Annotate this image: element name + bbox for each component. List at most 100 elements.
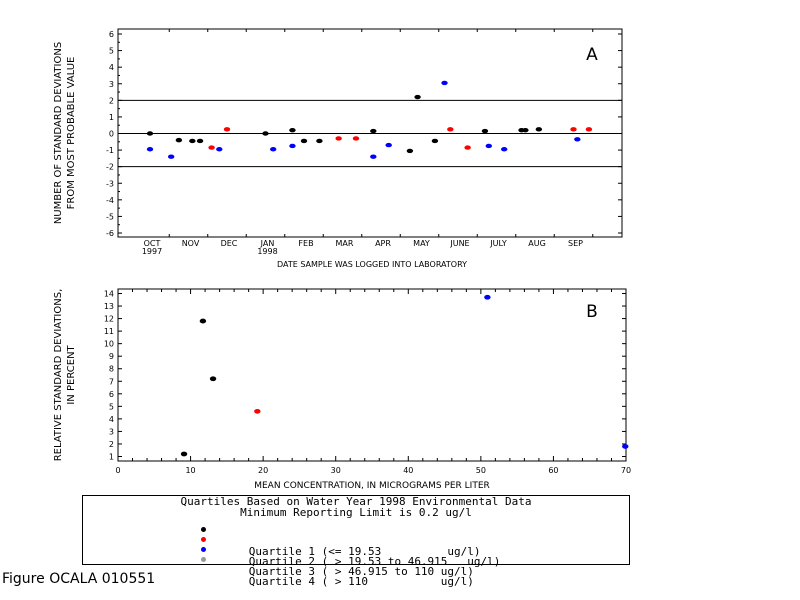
chart-b-ytick-label: 12 bbox=[104, 315, 114, 324]
chart-b-xtick-label: 20 bbox=[258, 466, 268, 475]
chart-a-point bbox=[406, 148, 414, 154]
legend-marker-icon bbox=[201, 527, 206, 532]
chart-a-month-label: OCT bbox=[144, 239, 161, 248]
chart-a-point bbox=[385, 142, 392, 148]
chart-b-xtick-label: 10 bbox=[185, 466, 195, 475]
chart-b-point bbox=[199, 318, 207, 324]
legend-items: Quartile 1 (<= 19.53 ug/l) Quartile 2 ( … bbox=[201, 524, 500, 587]
chart-a-point bbox=[370, 128, 377, 134]
legend-item-label: Quartile 4 ( > 110 ug/l) bbox=[248, 575, 474, 588]
chart-b-ytick-label: 9 bbox=[109, 352, 114, 361]
chart-a-point bbox=[289, 143, 296, 149]
chart-b-ytick-label: 5 bbox=[109, 402, 114, 411]
chart-a-point bbox=[431, 138, 439, 144]
chart-a-month-label: MAY bbox=[413, 239, 430, 248]
chart-a-month-label: AUG bbox=[528, 239, 546, 248]
chart-b-ytick-label: 4 bbox=[109, 415, 114, 424]
chart-a-month-label: NOV bbox=[182, 239, 200, 248]
chart-b-ytick-label: 11 bbox=[104, 327, 114, 336]
chart-b-xtick-label: 30 bbox=[331, 466, 341, 475]
chart-a-point bbox=[352, 136, 360, 141]
chart-a-point bbox=[146, 147, 154, 152]
chart-b-points bbox=[180, 294, 629, 457]
chart-b-xtick-label: 0 bbox=[115, 466, 120, 475]
chart-a-point bbox=[501, 147, 508, 152]
legend-marker-icon bbox=[201, 547, 206, 552]
legend-title-line1: Quartiles Based on Water Year 1998 Envir… bbox=[180, 495, 532, 508]
legend: Quartiles Based on Water Year 1998 Envir… bbox=[82, 495, 630, 587]
chart-a-ytick-label: 1 bbox=[109, 113, 114, 122]
chart-b-ytick-label: 3 bbox=[109, 427, 114, 436]
chart-a-point bbox=[196, 138, 204, 144]
chart-a-ytick-label: -2 bbox=[106, 163, 114, 172]
chart-a-reference-lines bbox=[118, 99, 622, 168]
chart-a-month-label: FEB bbox=[298, 239, 313, 248]
chart-a-point bbox=[300, 138, 308, 144]
chart-b-point bbox=[484, 294, 491, 300]
chart-a-ytick-label: -3 bbox=[106, 179, 114, 188]
chart-a-ytick-label: -1 bbox=[106, 146, 114, 155]
chart-a-panel-label: A bbox=[586, 45, 598, 65]
legend-title-line2: Minimum Reporting Limit is 0.2 ug/l bbox=[240, 506, 472, 519]
chart-a-point bbox=[208, 145, 215, 150]
chart-a-y-axis: -6 -5 -4 -3 -2 -1 0 1 2 3 4 5 6 bbox=[106, 30, 622, 238]
chart-a: -6 -5 -4 -3 -2 -1 0 1 2 3 4 5 6 OCT NOV DEC JAN FEB MAR AP… bbox=[53, 28, 623, 269]
chart-a-ytick-label: 2 bbox=[109, 96, 114, 105]
chart-b-ytick-label: 13 bbox=[104, 302, 114, 311]
chart-a-month-label: MAR bbox=[336, 239, 354, 248]
chart-a-month-label: SEP bbox=[568, 239, 583, 248]
chart-a-x-axis: OCT NOV DEC JAN FEB MAR APR MAY JUNE JULY AUG SEP 19… bbox=[142, 29, 594, 256]
chart-a-ytick-label: -4 bbox=[106, 196, 114, 205]
legend-item-label: Quartile 1 (<= 19.53 ug/l) bbox=[248, 545, 481, 558]
chart-b-ytick-label: 6 bbox=[109, 390, 114, 399]
chart-b-ytick-label: 14 bbox=[104, 290, 114, 299]
chart-a-point bbox=[223, 127, 231, 132]
chart-a-ytick-label: -5 bbox=[106, 212, 114, 221]
chart-a-ylabel-line2: FROM MOST PROBABLE VALUE bbox=[66, 57, 77, 210]
chart-a-month-label: APR bbox=[375, 239, 391, 248]
chart-a-point bbox=[262, 131, 269, 136]
legend-item-label: Quartile 3 ( > 46.915 to 110 ug/l) bbox=[248, 565, 474, 578]
chart-a-point bbox=[485, 143, 492, 149]
chart-a-point bbox=[167, 154, 175, 159]
chart-b-frame bbox=[117, 288, 627, 462]
chart-a-ytick-label: 5 bbox=[109, 47, 114, 56]
chart-a-point bbox=[270, 147, 277, 152]
chart-a-month-label: JULY bbox=[489, 239, 507, 248]
chart-a-point bbox=[535, 127, 543, 132]
chart-a-point bbox=[481, 128, 489, 134]
chart-a-year-label: 1998 bbox=[257, 247, 277, 256]
chart-a-ylabel-line1: NUMBER OF STANDARD DEVIATIONS bbox=[53, 42, 64, 224]
chart-a-ytick-label: 6 bbox=[109, 30, 114, 39]
chart-a-point bbox=[289, 127, 296, 133]
chart-b-ytick-label: 1 bbox=[109, 453, 114, 462]
chart-b-xtick-label: 70 bbox=[621, 466, 631, 475]
chart-a-month-label: DEC bbox=[221, 239, 238, 248]
chart-b-point bbox=[180, 451, 188, 457]
chart-a-ytick-label: 4 bbox=[109, 63, 114, 72]
chart-a-point bbox=[146, 131, 154, 136]
chart-a-points bbox=[146, 80, 593, 159]
legend-item-quartile-3: Quartile 3 ( > 46.915 to 110 ug/l) bbox=[201, 544, 500, 577]
figure-caption: Figure OCALA 010551 bbox=[2, 571, 156, 587]
legend-item-quartile-1: Quartile 1 (<= 19.53 ug/l) bbox=[201, 524, 500, 557]
chart-a-point bbox=[447, 127, 454, 132]
chart-a-point bbox=[464, 145, 471, 150]
chart-a-point bbox=[574, 137, 581, 142]
legend-item-label: Quartile 2 ( > 19.53 to 46.915 ug/l) bbox=[248, 555, 501, 568]
legend-marker-icon bbox=[201, 537, 206, 542]
chart-b-ytick-label: 7 bbox=[109, 377, 114, 386]
chart-b-point bbox=[622, 444, 629, 449]
chart-b-ylabel-line2: IN PERCENT bbox=[66, 344, 77, 404]
chart-a-point bbox=[189, 138, 196, 144]
chart-a-point bbox=[441, 80, 448, 86]
chart-a-point bbox=[414, 94, 421, 100]
chart-b-panel-label: B bbox=[586, 302, 598, 322]
chart-b-xtick-label: 50 bbox=[476, 466, 486, 475]
chart-a-point bbox=[216, 147, 223, 152]
chart-b-ytick-label: 2 bbox=[109, 440, 114, 449]
chart-a-point bbox=[570, 127, 577, 132]
